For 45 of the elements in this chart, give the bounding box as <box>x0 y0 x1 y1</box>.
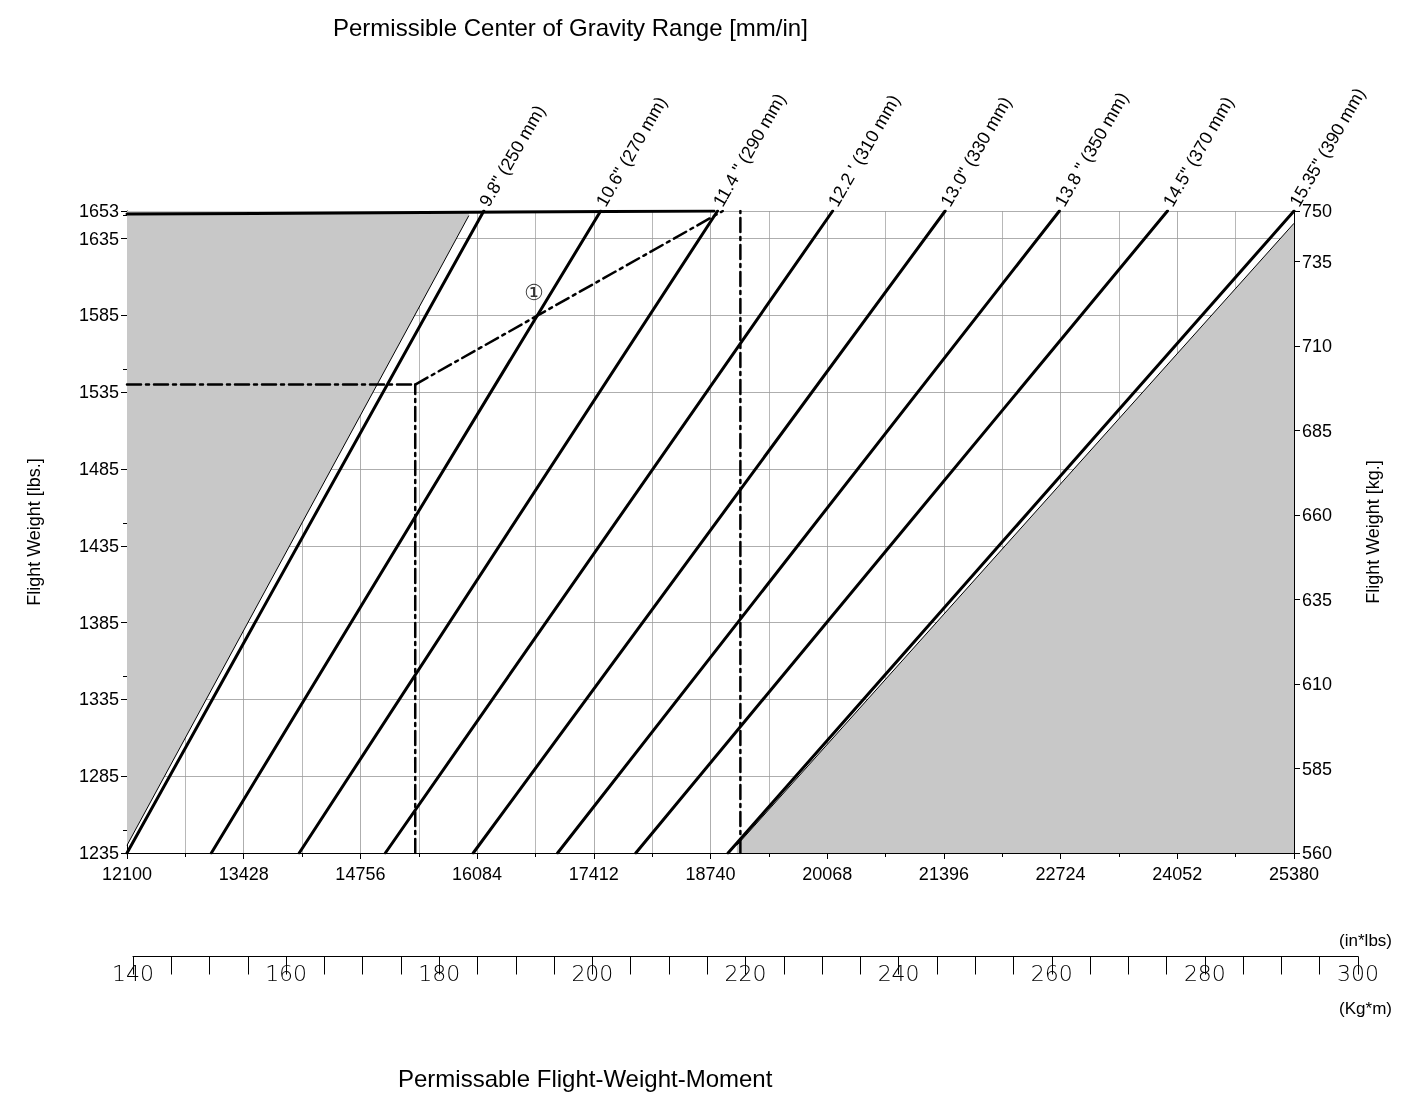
x2-axis-title: (Kg*m) <box>1339 999 1393 1018</box>
x2-tick-label: 160 <box>265 961 308 986</box>
y-tick-label: 1535 <box>78 382 119 403</box>
y-tick-label: 1635 <box>78 228 119 249</box>
y2-tick-label: 610 <box>1302 674 1333 695</box>
y2-axis-title: Flight Weight [kg.] <box>1363 460 1383 604</box>
x2-tick-label: 220 <box>724 961 767 986</box>
x-tick-label: 18740 <box>685 864 736 884</box>
text: Permissable Flight-Weight-Moment <box>398 1064 773 1092</box>
x-tick-label: 25380 <box>1268 864 1320 884</box>
x-tick-label: 12100 <box>101 864 153 884</box>
x-tick-label: 16084 <box>452 864 503 884</box>
y-tick-label: 1485 <box>78 459 119 480</box>
y-tick-label: 1385 <box>78 612 119 633</box>
x2-tick-label: 200 <box>571 961 614 986</box>
x-axis-title: (in*lbs) <box>1339 931 1393 950</box>
x-tick-label: 20068 <box>802 864 853 884</box>
x2-tick-label: 280 <box>1183 961 1226 986</box>
x-tick-label: 22724 <box>1035 864 1086 884</box>
y2-tick-label: 685 <box>1302 420 1333 441</box>
y2-tick-label: 735 <box>1302 251 1333 272</box>
y2-tick-label: 635 <box>1302 589 1333 610</box>
x-tick-label: 17412 <box>568 864 619 884</box>
y2-tick-label: 660 <box>1302 505 1333 526</box>
x2-tick-label: 140 <box>112 961 154 986</box>
x-tick-label: 21396 <box>918 864 969 884</box>
y-tick-label: 1285 <box>78 766 119 787</box>
y2-tick-label: 560 <box>1302 843 1333 863</box>
x2-tick-label: 240 <box>877 961 920 986</box>
y-tick-label: 1585 <box>78 305 119 326</box>
chart-title: Permissible Center of Gravity Range [mm/in] <box>333 13 808 41</box>
y-tick-label: 1335 <box>78 689 119 710</box>
x2-tick-label: 180 <box>418 961 461 986</box>
y2-tick-label: 710 <box>1302 336 1333 357</box>
x2-tick-label: 260 <box>1030 961 1073 986</box>
x-tick-label: 13428 <box>218 864 269 884</box>
x-tick-label: 14756 <box>335 864 386 884</box>
annotation: ① <box>524 279 544 305</box>
y-axis-title: Flight Weight [lbs.] <box>24 458 44 606</box>
y-tick-label: 1235 <box>78 843 119 863</box>
x-tick-label: 24052 <box>1152 864 1203 884</box>
y-tick-label: 1653 <box>78 201 119 221</box>
x2-tick-label: 300 <box>1337 961 1379 986</box>
y-tick-label: 1435 <box>78 535 119 556</box>
y2-tick-label: 585 <box>1302 758 1333 779</box>
